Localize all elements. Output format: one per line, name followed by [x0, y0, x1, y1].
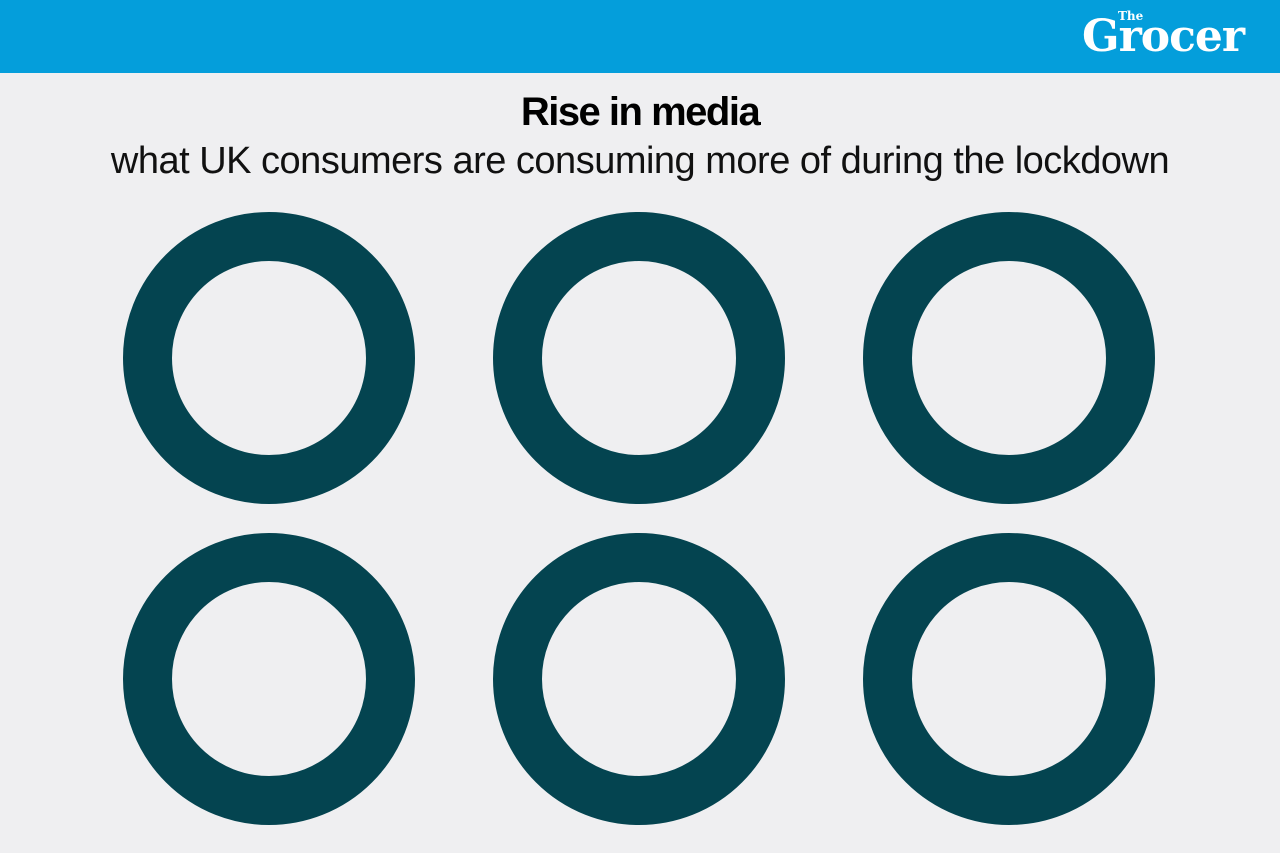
- chart-title: Rise in media: [520, 90, 761, 134]
- donut-1: [123, 212, 415, 504]
- chart-subtitle: what UK consumers are consuming more of …: [110, 140, 1170, 182]
- donut-6: [863, 533, 1155, 825]
- donut-3: [863, 212, 1155, 504]
- logo-grocer-text: Grocer: [1082, 11, 1245, 62]
- donut-ring-2: [493, 212, 785, 504]
- donut-4: [123, 533, 415, 825]
- donut-5: [493, 533, 785, 825]
- donut-ring-1: [123, 212, 415, 504]
- logo-the-text: The: [1118, 9, 1144, 23]
- donut-ring-3: [863, 212, 1155, 504]
- donut-ring-6: [863, 533, 1155, 825]
- donut-ring-5: [493, 533, 785, 825]
- header-bar: The Grocer: [0, 0, 1280, 73]
- the-grocer-logo: The Grocer: [1082, 6, 1258, 66]
- donut-ring-4: [123, 533, 415, 825]
- donut-2: [493, 212, 785, 504]
